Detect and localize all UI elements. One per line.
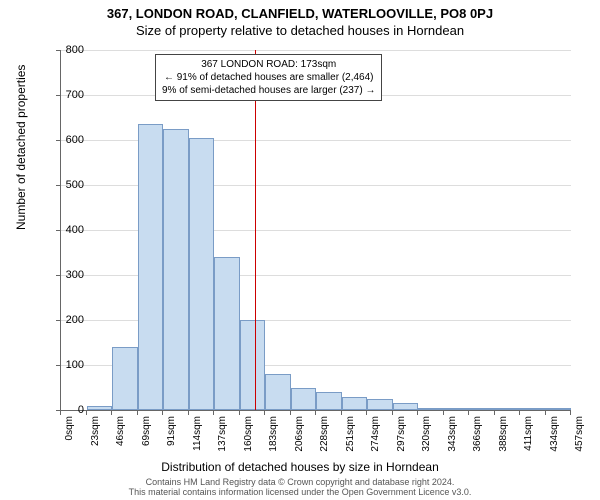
reference-line	[255, 50, 256, 410]
histogram-bar	[240, 320, 266, 410]
ytick-label: 600	[44, 134, 84, 146]
xtick-label: 457sqm	[574, 416, 585, 452]
xtick-label: 297sqm	[396, 416, 407, 452]
histogram-bar	[393, 403, 419, 410]
y-axis-label: Number of detached properties	[14, 65, 28, 230]
histogram-bar	[444, 408, 470, 410]
histogram-bar	[138, 124, 164, 410]
xtick-label: 434sqm	[549, 416, 560, 452]
xtick-mark	[86, 410, 87, 415]
ytick-label: 800	[44, 44, 84, 56]
xtick-label: 114sqm	[192, 416, 203, 451]
chart-area: 367 LONDON ROAD: 173sqm ← 91% of detache…	[60, 50, 570, 410]
xtick-label: 411sqm	[523, 416, 534, 451]
xtick-mark	[290, 410, 291, 415]
xtick-mark	[468, 410, 469, 415]
plot-region	[60, 50, 571, 411]
histogram-bar	[87, 406, 113, 411]
xtick-mark	[570, 410, 571, 415]
xtick-mark	[137, 410, 138, 415]
ytick-label: 700	[44, 89, 84, 101]
footer-line2: This material contains information licen…	[0, 487, 600, 497]
xtick-label: 274sqm	[370, 416, 381, 452]
gridline	[61, 50, 571, 51]
xtick-label: 23sqm	[90, 416, 101, 446]
histogram-bar	[291, 388, 317, 411]
xtick-mark	[545, 410, 546, 415]
xtick-label: 183sqm	[268, 416, 279, 452]
xtick-label: 46sqm	[115, 416, 126, 446]
xtick-label: 343sqm	[447, 416, 458, 452]
histogram-bar	[112, 347, 138, 410]
ytick-label: 500	[44, 179, 84, 191]
xtick-mark	[392, 410, 393, 415]
xtick-mark	[494, 410, 495, 415]
xtick-mark	[341, 410, 342, 415]
xtick-label: 388sqm	[498, 416, 509, 452]
histogram-bar	[265, 374, 291, 410]
xtick-mark	[366, 410, 367, 415]
histogram-bar	[520, 408, 546, 410]
histogram-bar	[189, 138, 215, 410]
xtick-mark	[315, 410, 316, 415]
histogram-bar	[495, 408, 521, 410]
xtick-label: 91sqm	[166, 416, 177, 446]
ytick-label: 100	[44, 359, 84, 371]
xtick-label: 206sqm	[294, 416, 305, 452]
xtick-mark	[162, 410, 163, 415]
histogram-bar	[367, 399, 393, 410]
xtick-mark	[239, 410, 240, 415]
annotation-line3: 9% of semi-detached houses are larger (2…	[162, 84, 375, 97]
histogram-bar	[342, 397, 368, 411]
chart-subtitle: Size of property relative to detached ho…	[0, 21, 600, 38]
xtick-label: 320sqm	[421, 416, 432, 452]
xtick-mark	[519, 410, 520, 415]
ytick-label: 300	[44, 269, 84, 281]
xtick-mark	[213, 410, 214, 415]
histogram-bar	[214, 257, 240, 410]
xtick-label: 160sqm	[243, 416, 254, 452]
footer-line1: Contains HM Land Registry data © Crown c…	[0, 477, 600, 487]
x-axis-label: Distribution of detached houses by size …	[0, 460, 600, 474]
annotation-line1: 367 LONDON ROAD: 173sqm	[162, 58, 375, 71]
annotation-line2: ← 91% of detached houses are smaller (2,…	[162, 71, 375, 84]
histogram-bar	[163, 129, 189, 410]
ytick-label: 200	[44, 314, 84, 326]
histogram-bar	[469, 408, 495, 410]
histogram-bar	[546, 408, 572, 410]
xtick-label: 0sqm	[64, 416, 75, 440]
footer: Contains HM Land Registry data © Crown c…	[0, 477, 600, 497]
xtick-label: 137sqm	[217, 416, 228, 452]
xtick-mark	[188, 410, 189, 415]
xtick-mark	[417, 410, 418, 415]
ytick-label: 400	[44, 224, 84, 236]
xtick-label: 228sqm	[319, 416, 330, 452]
xtick-mark	[443, 410, 444, 415]
histogram-bar	[418, 408, 444, 410]
xtick-label: 69sqm	[141, 416, 152, 446]
chart-container: 367, LONDON ROAD, CLANFIELD, WATERLOOVIL…	[0, 0, 600, 500]
page-title: 367, LONDON ROAD, CLANFIELD, WATERLOOVIL…	[0, 0, 600, 21]
ytick-label: 0	[44, 404, 84, 416]
xtick-label: 251sqm	[345, 416, 356, 452]
xtick-mark	[111, 410, 112, 415]
xtick-mark	[264, 410, 265, 415]
annotation-box: 367 LONDON ROAD: 173sqm ← 91% of detache…	[155, 54, 382, 101]
xtick-label: 366sqm	[472, 416, 483, 452]
histogram-bar	[316, 392, 342, 410]
